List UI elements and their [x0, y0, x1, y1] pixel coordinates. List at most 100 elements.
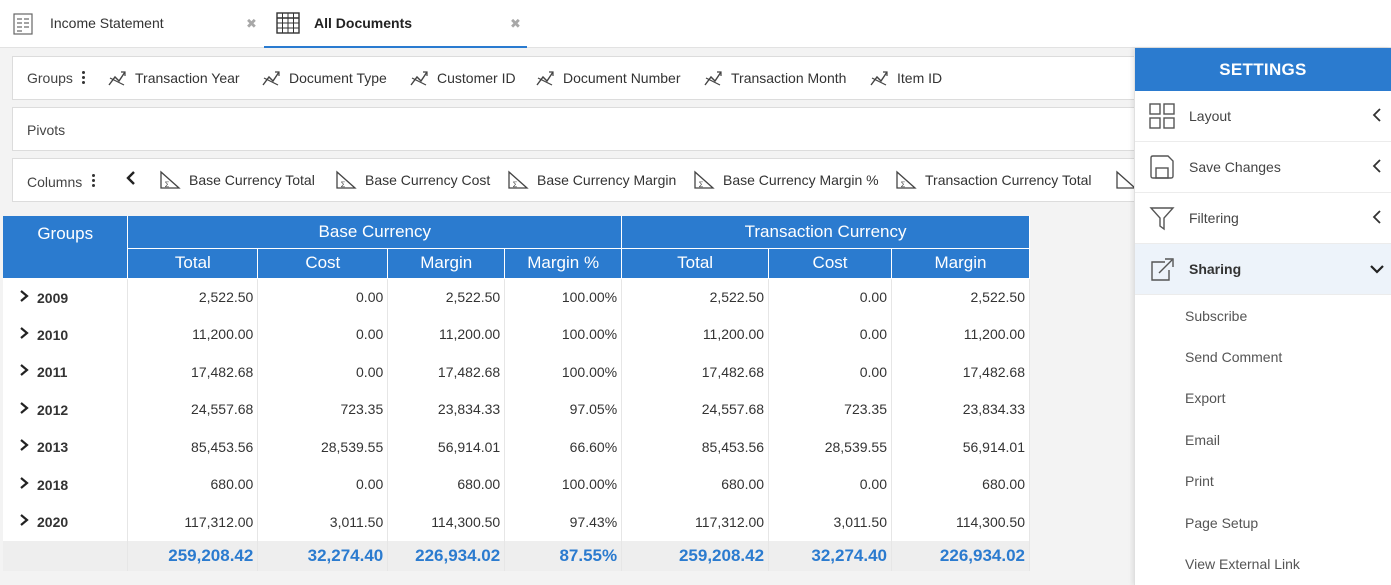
svg-text:∑: ∑ [165, 181, 169, 188]
table-cell: 0.00 [768, 278, 892, 316]
column-header[interactable]: Margin [387, 248, 506, 279]
group-cell[interactable]: 2011 [3, 353, 129, 391]
table-row[interactable]: 2018 680.00 0.00 680.00 100.00% 680.00 0.00 680… [3, 465, 1030, 503]
sharing-option-view-external-link[interactable]: View External Link [1185, 556, 1300, 573]
chevron-right-icon[interactable] [19, 363, 29, 380]
group-chip[interactable]: Customer ID [409, 69, 516, 87]
chevron-right-icon[interactable] [19, 513, 29, 530]
sharing-option-email[interactable]: Email [1185, 431, 1221, 448]
table-cell: 3,011.50 [768, 503, 892, 541]
table-row[interactable]: 2009 2,522.50 0.00 2,522.50 100.00% 2,522.50 0… [3, 278, 1030, 316]
svg-text:∑: ∑ [513, 181, 517, 188]
table-cell: 56,914.01 [891, 428, 1030, 466]
table-row[interactable]: 2020 117,312.00 3,011.50 114,300.50 97.43% 11… [3, 503, 1030, 541]
svg-text:∑: ∑ [341, 181, 345, 188]
group-chip[interactable]: Transaction Year [107, 69, 240, 87]
table-cell: 100.00% [504, 315, 623, 353]
group-cell[interactable]: 2020 [3, 503, 129, 541]
sharing-option-print[interactable]: Print [1185, 473, 1214, 490]
sharing-option-export[interactable]: Export [1185, 390, 1226, 407]
chevron-right-icon[interactable] [19, 476, 29, 493]
settings-item-layout[interactable]: Layout [1135, 91, 1391, 142]
column-chip[interactable]: ∑ Transaction Currency Total [895, 170, 1092, 190]
group-cell[interactable]: 2018 [3, 465, 129, 503]
group-cell[interactable]: 2012 [3, 390, 129, 428]
column-header[interactable]: Margin [891, 248, 1030, 279]
table-cell: 23,834.33 [891, 390, 1030, 428]
dimension-icon [410, 71, 428, 86]
total-cell: 32,274.40 [768, 540, 892, 571]
column-header[interactable]: Total [127, 248, 259, 279]
chevron-right-icon[interactable] [19, 438, 29, 455]
columns-row: Columns ∑ Base Currency Total ∑ Base Cur… [12, 158, 1142, 202]
table-cell: 17,482.68 [621, 353, 770, 391]
group-chip[interactable]: Item ID [869, 69, 942, 87]
groups-header[interactable]: Groups [3, 216, 129, 279]
sharing-option-page-setup[interactable]: Page Setup [1185, 514, 1259, 531]
column-header[interactable]: Margin % [504, 248, 623, 279]
save-icon [1149, 154, 1175, 183]
column-header[interactable]: Cost [768, 248, 892, 279]
table-cell: 66.60% [504, 428, 623, 466]
column-header[interactable]: Cost [257, 248, 389, 279]
chevron-right-icon[interactable] [19, 289, 29, 306]
group-chip[interactable]: Document Number [535, 69, 681, 87]
table-row[interactable]: 2010 11,200.00 0.00 11,200.00 100.00% 11,200.… [3, 315, 1030, 353]
chevron-right-icon[interactable] [19, 401, 29, 418]
column-header[interactable]: Total [621, 248, 770, 279]
sharing-option-subscribe[interactable]: Subscribe [1185, 307, 1248, 324]
column-chip-partial[interactable] [1115, 170, 1141, 190]
table-cell: 0.00 [768, 465, 892, 503]
table-row[interactable]: 2011 17,482.68 0.00 17,482.68 100.00% 17,482.… [3, 353, 1030, 391]
total-cell: 87.55% [504, 540, 623, 571]
band-header-base-currency: Base Currency [127, 216, 623, 249]
group-cell[interactable]: 2010 [3, 315, 129, 353]
more-vertical-icon[interactable] [92, 174, 96, 189]
table-cell: 28,539.55 [768, 428, 892, 466]
total-cell: 259,208.42 [621, 540, 770, 571]
group-label: 2013 [37, 439, 69, 456]
group-cell[interactable]: 2013 [3, 428, 129, 466]
share-icon [1149, 256, 1175, 285]
table-row[interactable]: 2013 85,453.56 28,539.55 56,914.01 66.60% 85,… [3, 428, 1030, 466]
table-cell: 97.43% [504, 503, 623, 541]
table-cell: 680.00 [387, 465, 506, 503]
group-label: 2009 [37, 289, 69, 306]
measure-icon: ∑ [694, 170, 715, 189]
table-cell: 56,914.01 [387, 428, 506, 466]
settings-item-filtering[interactable]: Filtering [1135, 193, 1391, 244]
column-chip[interactable]: ∑ Base Currency Margin [507, 170, 676, 190]
pivots-row[interactable]: Pivots [12, 107, 1142, 151]
table-cell: 0.00 [768, 353, 892, 391]
groups-title: Groups [27, 70, 73, 86]
pivots-title: Pivots [27, 122, 66, 138]
settings-item-sharing[interactable]: Sharing [1135, 244, 1391, 295]
table-cell: 2,522.50 [621, 278, 770, 316]
sharing-option-send-comment[interactable]: Send Comment [1185, 349, 1283, 366]
close-icon[interactable]: ✖ [510, 16, 521, 31]
column-chip[interactable]: ∑ Base Currency Cost [335, 170, 490, 190]
tab-all-documents[interactable]: All Documents ✖ [264, 0, 527, 48]
column-chip[interactable]: ∑ Base Currency Margin % [693, 170, 879, 190]
table-cell: 2,522.50 [387, 278, 506, 316]
table-cell: 723.35 [768, 390, 892, 428]
table-cell: 17,482.68 [127, 353, 259, 391]
column-chip[interactable]: ∑ Base Currency Total [159, 170, 315, 190]
chevron-right-icon[interactable] [19, 326, 29, 343]
total-cell: 226,934.02 [891, 540, 1030, 571]
table-cell: 28,539.55 [257, 428, 389, 466]
chevron-left-icon[interactable] [125, 170, 137, 191]
group-chip[interactable]: Document Type [261, 69, 387, 87]
table-row[interactable]: 2012 24,557.68 723.35 23,834.33 97.05% 24,557… [3, 390, 1030, 428]
close-icon[interactable]: ✖ [246, 16, 257, 31]
table-cell: 3,011.50 [257, 503, 389, 541]
table-cell: 2,522.50 [891, 278, 1030, 316]
table-cell: 11,200.00 [127, 315, 259, 353]
tab-income-statement[interactable]: Income Statement ✖ [0, 0, 264, 48]
chevron-left-icon [1371, 209, 1383, 228]
settings-item-save-changes[interactable]: Save Changes [1135, 142, 1391, 193]
group-cell[interactable]: 2009 [3, 278, 129, 316]
group-chip[interactable]: Transaction Month [703, 69, 846, 87]
tab-label: Income Statement [50, 15, 164, 31]
more-vertical-icon[interactable] [82, 71, 86, 86]
